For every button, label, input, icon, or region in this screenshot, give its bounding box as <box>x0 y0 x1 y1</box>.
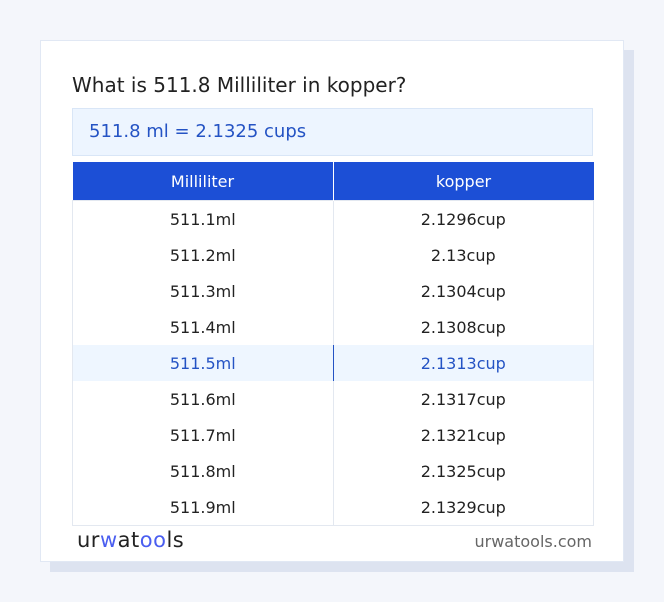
kopper-cell: 2.13cup <box>430 245 496 265</box>
kopper-cell: 2.1317cup <box>420 389 506 409</box>
table-row: 511.7ml 2.1321cup <box>72 417 594 453</box>
kopper-cell: 2.1308cup <box>420 317 506 337</box>
milliliter-cell: 511.1ml <box>72 200 334 237</box>
kopper-cell: 2.1304cup <box>420 281 506 301</box>
kopper-cell: 2.1325cup <box>420 461 506 481</box>
milliliter-cell: 511.7ml <box>72 417 334 453</box>
table-row: 511.2ml 2.13cup <box>72 237 594 273</box>
milliliter-cell: 511.6ml <box>72 381 334 417</box>
kopper-cell: 2.1329cup <box>420 497 506 517</box>
milliliter-cell: 511.3ml <box>72 273 334 309</box>
kopper-cell: 2.1296cup <box>420 209 506 229</box>
milliliter-cell: 511.8ml <box>72 453 334 489</box>
table-row: 511.9ml 2.1329cup <box>72 489 594 526</box>
table-row: 511.4ml 2.1308cup <box>72 309 594 345</box>
page-title: What is 511.8 Milliliter in kopper? <box>72 73 407 97</box>
milliliter-cell: 511.9ml <box>72 489 334 526</box>
milliliter-cell: 511.4ml <box>72 309 334 345</box>
table-row: 511.3ml 2.1304cup <box>72 273 594 309</box>
table-row: 511.5ml 2.1313cup <box>72 345 594 381</box>
milliliter-cell: 511.2ml <box>72 237 334 273</box>
result-box: 511.8 ml = 2.1325 cups <box>72 108 593 156</box>
table-row: 511.1ml 2.1296cup <box>72 200 594 237</box>
footer-domain[interactable]: urwatools.com <box>474 532 593 551</box>
conversion-card: What is 511.8 Milliliter in kopper? 511.… <box>40 40 624 562</box>
urwatools-logo[interactable]: urwatools <box>77 528 185 552</box>
header-milliliter: Milliliter <box>72 162 334 201</box>
header-kopper: kopper <box>333 162 594 201</box>
table-row: 511.6ml 2.1317cup <box>72 381 594 417</box>
table-row: 511.8ml 2.1325cup <box>72 453 594 489</box>
kopper-cell: 2.1313cup <box>333 345 594 381</box>
milliliter-cell: 511.5ml <box>72 345 334 381</box>
conversion-table: Milliliter kopper 511.1ml 2.1296cup 511.2m… <box>72 162 594 526</box>
kopper-cell: 2.1321cup <box>420 425 506 445</box>
